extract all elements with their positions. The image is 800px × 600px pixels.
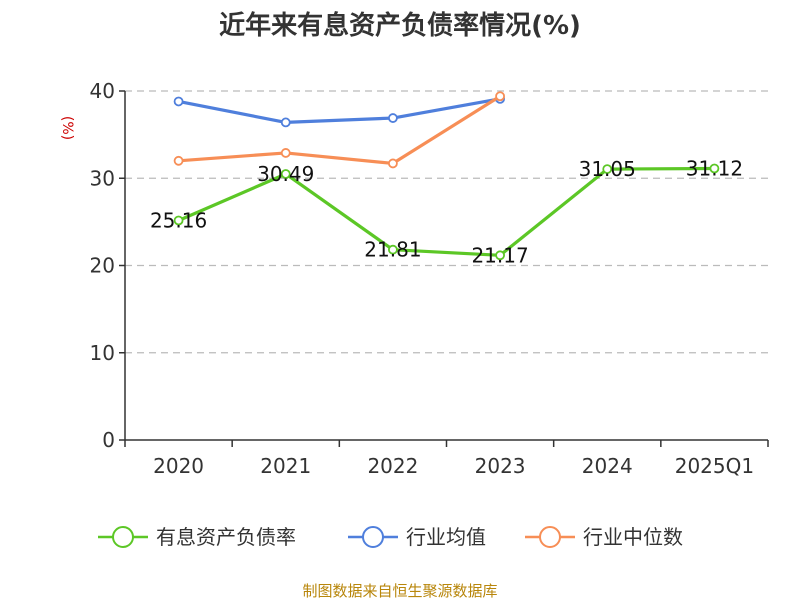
data-point[interactable] [388, 158, 398, 169]
legend[interactable]: 有息资产负债率 行业均值 行业中位数 [98, 525, 683, 549]
data-point[interactable] [173, 215, 184, 226]
y-tick-label: 30 [90, 166, 115, 190]
series-0 [173, 163, 720, 261]
data-point[interactable] [602, 164, 613, 174]
legend-marker [362, 526, 384, 548]
series-line [177, 166, 715, 257]
legend-label: 行业中位数 [583, 525, 683, 549]
x-tick-label: 2021 [260, 454, 311, 478]
data-point[interactable] [173, 155, 184, 166]
axes: 0 10 20 30 40 2020 2021 2022 2023 2024 2025Q1 [90, 79, 769, 478]
y-tick-label: 0 [102, 428, 115, 452]
data-point[interactable] [280, 169, 291, 179]
data-label: 31.05 [579, 157, 636, 181]
y-tick-label: 10 [90, 341, 115, 365]
y-axis-unit: (%) [59, 116, 75, 140]
data-point[interactable] [388, 113, 398, 123]
series-1 [173, 93, 505, 128]
data-label: 30.49 [257, 162, 314, 186]
data-label: 31.12 [686, 156, 743, 180]
legend-item-1[interactable]: 行业均值 [348, 525, 486, 549]
x-tick-label: 2020 [153, 454, 204, 478]
y-tick-label: 40 [90, 79, 115, 103]
legend-label: 行业均值 [406, 525, 486, 549]
data-label: 21.17 [471, 243, 528, 267]
legend-marker [112, 526, 134, 548]
legend-label: 有息资产负债率 [156, 525, 296, 549]
series-line [178, 97, 501, 125]
data-label: 21.81 [364, 238, 421, 262]
x-tick-label: 2025Q1 [675, 454, 754, 478]
source-note: 制图数据来自恒生聚源数据库 [302, 582, 497, 600]
data-point[interactable] [173, 96, 184, 107]
data-point[interactable] [495, 91, 505, 102]
legend-item-0[interactable]: 有息资产负债率 [98, 525, 296, 549]
y-tick-label: 20 [90, 254, 115, 278]
data-point[interactable] [280, 148, 291, 158]
legend-item-2[interactable]: 行业中位数 [525, 525, 683, 549]
chart-title: 近年来有息资产负债率情况(%) [219, 10, 581, 41]
x-tick-label: 2024 [582, 454, 633, 478]
series-2 [173, 91, 505, 169]
x-tick-label: 2023 [475, 454, 526, 478]
data-label: 25.16 [150, 208, 207, 232]
series-line [178, 94, 501, 166]
data-point[interactable] [709, 163, 720, 174]
x-tick-label: 2022 [367, 454, 418, 478]
data-point[interactable] [280, 117, 291, 128]
data-point[interactable] [388, 244, 398, 255]
data-labels: 25.16 30.49 21.81 21.17 31.05 31.12 [150, 156, 743, 267]
data-point[interactable] [495, 250, 505, 261]
series-lines [173, 91, 720, 261]
legend-marker [539, 526, 561, 548]
